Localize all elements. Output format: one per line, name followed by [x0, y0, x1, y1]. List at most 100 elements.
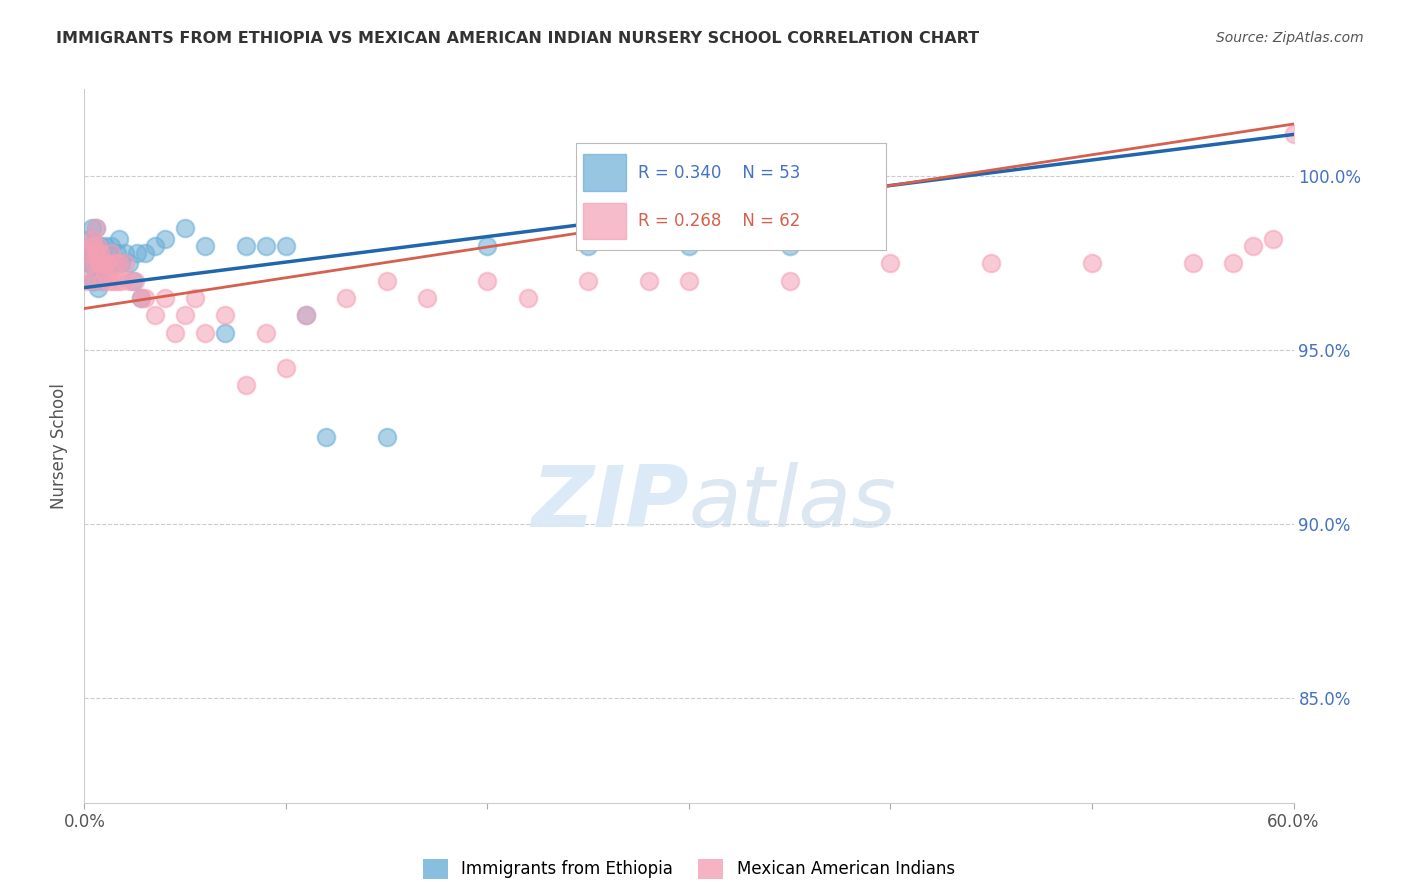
Point	[576, 239, 599, 253]
Point	[134, 291, 156, 305]
Point	[779, 239, 801, 253]
Point	[1263, 232, 1285, 246]
Point	[86, 245, 108, 260]
Point	[1241, 239, 1264, 253]
Point	[235, 378, 257, 392]
Point	[153, 291, 176, 305]
Point	[1081, 256, 1104, 270]
Point	[89, 245, 111, 260]
Point	[101, 274, 124, 288]
Point	[335, 291, 357, 305]
Point	[143, 309, 166, 323]
Point	[879, 256, 901, 270]
Point	[89, 267, 111, 281]
Point	[87, 239, 110, 253]
Point	[91, 256, 114, 270]
Point	[477, 274, 499, 288]
Point	[114, 245, 136, 260]
FancyBboxPatch shape	[582, 154, 626, 191]
Point	[1323, 256, 1346, 270]
Point	[678, 274, 700, 288]
Point	[77, 256, 100, 270]
Point	[83, 256, 105, 270]
Point	[79, 256, 101, 270]
Point	[87, 256, 110, 270]
Point	[79, 256, 101, 270]
Point	[678, 239, 700, 253]
Point	[143, 239, 166, 253]
Point	[107, 256, 129, 270]
Point	[79, 239, 101, 253]
Point	[254, 239, 277, 253]
Point	[295, 309, 318, 323]
Point	[416, 291, 439, 305]
Point	[96, 256, 118, 270]
Point	[165, 326, 187, 340]
Point	[375, 274, 398, 288]
Text: IMMIGRANTS FROM ETHIOPIA VS MEXICAN AMERICAN INDIAN NURSERY SCHOOL CORRELATION C: IMMIGRANTS FROM ETHIOPIA VS MEXICAN AMER…	[56, 31, 980, 46]
Point	[83, 239, 105, 253]
Point	[97, 274, 120, 288]
Point	[101, 256, 124, 270]
Point	[83, 274, 105, 288]
Point	[1282, 128, 1305, 142]
Point	[184, 291, 207, 305]
Text: Source: ZipAtlas.com: Source: ZipAtlas.com	[1216, 31, 1364, 45]
Point	[75, 245, 97, 260]
Point	[194, 326, 217, 340]
Point	[980, 256, 1002, 270]
Point	[124, 274, 146, 288]
Point	[125, 245, 148, 260]
Point	[89, 239, 111, 253]
Point	[93, 256, 115, 270]
Point	[254, 326, 277, 340]
Text: R = 0.340    N = 53: R = 0.340 N = 53	[638, 164, 800, 182]
Point	[105, 245, 128, 260]
Point	[86, 221, 108, 235]
Point	[194, 239, 217, 253]
Point	[174, 309, 197, 323]
Point	[79, 245, 101, 260]
Point	[153, 232, 176, 246]
Point	[93, 267, 115, 281]
Point	[82, 232, 104, 246]
Point	[86, 239, 108, 253]
Point	[77, 245, 100, 260]
Point	[129, 291, 152, 305]
Point	[91, 256, 114, 270]
Point	[100, 239, 122, 253]
Text: atlas: atlas	[689, 461, 897, 545]
Point	[235, 239, 257, 253]
Point	[1302, 239, 1324, 253]
Point	[89, 256, 111, 270]
Point	[129, 291, 152, 305]
Point	[110, 256, 132, 270]
Point	[91, 274, 114, 288]
Point	[87, 239, 110, 253]
Text: ZIP: ZIP	[531, 461, 689, 545]
Point	[107, 232, 129, 246]
Point	[93, 256, 115, 270]
Point	[121, 274, 143, 288]
Point	[118, 274, 141, 288]
Legend: Immigrants from Ethiopia, Mexican American Indians: Immigrants from Ethiopia, Mexican Americ…	[415, 850, 963, 888]
Point	[214, 326, 236, 340]
Point	[576, 274, 599, 288]
Point	[97, 245, 120, 260]
Point	[1181, 256, 1204, 270]
Point	[91, 274, 114, 288]
Point	[82, 245, 104, 260]
Text: R = 0.268    N = 62: R = 0.268 N = 62	[638, 212, 800, 230]
Point	[79, 232, 101, 246]
Point	[1222, 256, 1244, 270]
Point	[77, 239, 100, 253]
Point	[375, 430, 398, 444]
FancyBboxPatch shape	[582, 202, 626, 239]
Point	[86, 256, 108, 270]
Point	[274, 239, 297, 253]
Point	[87, 256, 110, 270]
Point	[295, 309, 318, 323]
Point	[174, 221, 197, 235]
Point	[214, 309, 236, 323]
Point	[104, 256, 127, 270]
